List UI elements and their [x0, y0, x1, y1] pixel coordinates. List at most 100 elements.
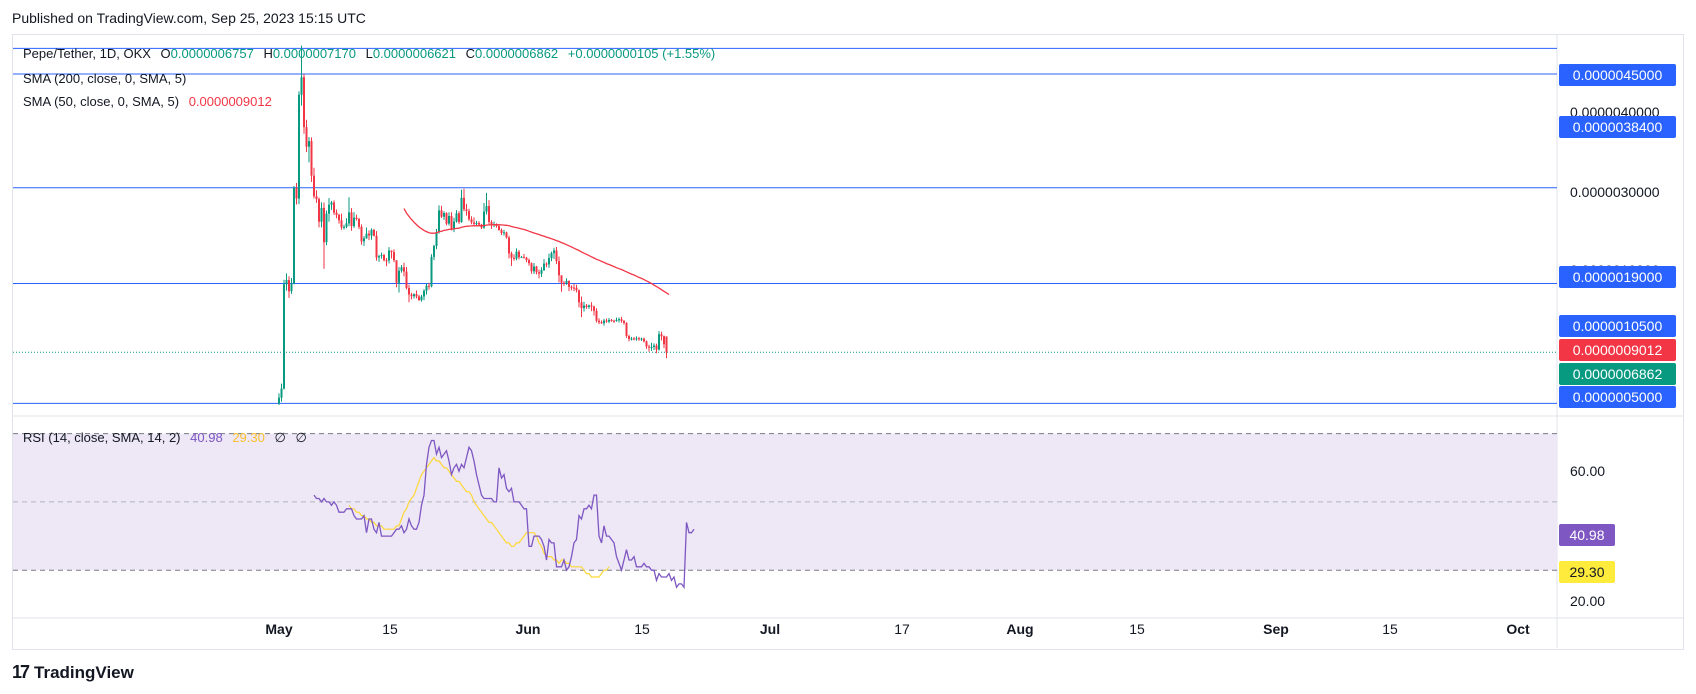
candle-body — [295, 187, 298, 199]
candle-body — [370, 229, 373, 236]
level-tag-005[interactable]: 0.0000005000 — [1559, 386, 1676, 408]
candle-body — [610, 319, 613, 321]
candle-body — [525, 257, 528, 261]
candle-body — [343, 226, 345, 228]
rsi-legend[interactable]: RSI (14, close, SMA, 14, 2) 40.98 29.30 … — [23, 430, 313, 446]
candle-body — [430, 256, 433, 287]
candle-body — [333, 202, 335, 213]
candle-body — [600, 322, 603, 324]
candle-body — [438, 210, 440, 233]
level-tag-0384[interactable]: 0.0000038400 — [1559, 116, 1676, 138]
candle-body — [390, 250, 393, 253]
candle-body — [320, 207, 323, 222]
candle-body — [310, 141, 313, 176]
candle-body — [560, 275, 563, 283]
candle-body — [523, 256, 525, 258]
candle-body — [455, 213, 458, 222]
time-label-aug: Aug — [1006, 621, 1034, 637]
candle-body — [385, 260, 388, 262]
candle-body — [548, 258, 550, 265]
symbol-title[interactable]: Pepe/Tether, 1D, OKX — [23, 46, 151, 61]
candle-body — [303, 77, 305, 128]
candle-body — [300, 77, 303, 95]
time-label: 15 — [634, 621, 650, 637]
rsi-sma-value: 29.30 — [232, 430, 265, 445]
time-label-sep: Sep — [1263, 621, 1289, 637]
candle-body — [408, 288, 410, 295]
candle-body — [498, 226, 500, 231]
time-label: 15 — [382, 621, 398, 637]
candle-body — [575, 287, 578, 291]
candle-body — [278, 397, 280, 404]
time-label-jul: Jul — [759, 621, 781, 637]
candle-body — [280, 388, 283, 398]
candle-body — [368, 233, 370, 236]
candle-body — [420, 296, 423, 301]
candle-body — [373, 229, 375, 236]
level-tag-019[interactable]: 0.0000019000 — [1559, 266, 1676, 288]
candle-body — [633, 338, 635, 340]
candle-body — [415, 294, 418, 297]
level-tag-045[interactable]: 0.0000045000 — [1559, 64, 1676, 86]
candle-body — [293, 187, 295, 284]
sma50-label: SMA (50, close, 0, SMA, 5) — [23, 94, 180, 109]
rsi-band-background — [13, 433, 1557, 571]
low-label: L — [365, 46, 373, 61]
candle-body — [515, 251, 518, 259]
high-label: H — [263, 46, 273, 61]
candle-body — [595, 310, 598, 321]
candle-body — [623, 320, 625, 323]
candle-body — [645, 341, 648, 347]
candle-body — [313, 175, 315, 197]
candle-body — [608, 319, 610, 322]
candle-body — [453, 221, 455, 229]
candle-body — [478, 222, 480, 225]
candle-body — [590, 305, 593, 307]
candle-body — [640, 338, 643, 340]
candle-body — [643, 338, 645, 342]
candle-body — [520, 256, 523, 258]
candle-body — [388, 250, 390, 261]
time-label-oct: Oct — [1506, 621, 1530, 637]
candle-body — [383, 255, 385, 261]
rsi-null-2: ∅ — [295, 430, 307, 445]
candle-body — [628, 335, 630, 339]
candle-body — [298, 94, 300, 199]
candle-body — [635, 338, 638, 340]
candle-body — [418, 296, 420, 301]
candle-body — [448, 215, 450, 224]
candle-body — [563, 282, 565, 284]
candle-body — [375, 235, 378, 258]
candle-body — [378, 256, 380, 258]
symbol-legend: Pepe/Tether, 1D, OKX O0.0000006757 H0.00… — [23, 46, 721, 61]
candle-body — [513, 257, 515, 259]
open-value: 0.0000006757 — [170, 46, 254, 61]
level-tag-0105[interactable]: 0.0000010500 — [1559, 315, 1676, 337]
candle-body — [508, 237, 510, 254]
tradingview-logo[interactable]: 17 TradingView — [12, 662, 134, 683]
candle-body — [425, 285, 428, 291]
candle-body — [413, 294, 415, 297]
candle-body — [505, 232, 508, 238]
sma50-legend[interactable]: SMA (50, close, 0, SMA, 5) 0.0000009012 — [23, 94, 278, 109]
candle-body — [338, 214, 340, 221]
candle-body — [500, 230, 503, 233]
candle-body — [458, 213, 460, 223]
candle-body — [528, 260, 530, 264]
candle-body — [488, 206, 490, 222]
candle-body — [328, 204, 330, 214]
close-value: 0.0000006862 — [475, 46, 559, 61]
candle-body — [355, 217, 358, 219]
chart-frame[interactable] — [12, 34, 1684, 650]
tradingview-mark-icon: 17 — [12, 662, 30, 682]
candle-body — [573, 287, 575, 289]
rsi-sma-value-tag: 29.30 — [1559, 561, 1615, 583]
sma200-legend[interactable]: SMA (200, close, 0, SMA, 5) — [23, 71, 192, 86]
close-label: C — [465, 46, 476, 61]
published-caption: Published on TradingView.com, Sep 25, 20… — [12, 10, 366, 26]
candle-body — [618, 319, 620, 321]
candle-body — [285, 280, 288, 285]
candle-body — [638, 338, 640, 340]
candle-body — [315, 196, 318, 200]
